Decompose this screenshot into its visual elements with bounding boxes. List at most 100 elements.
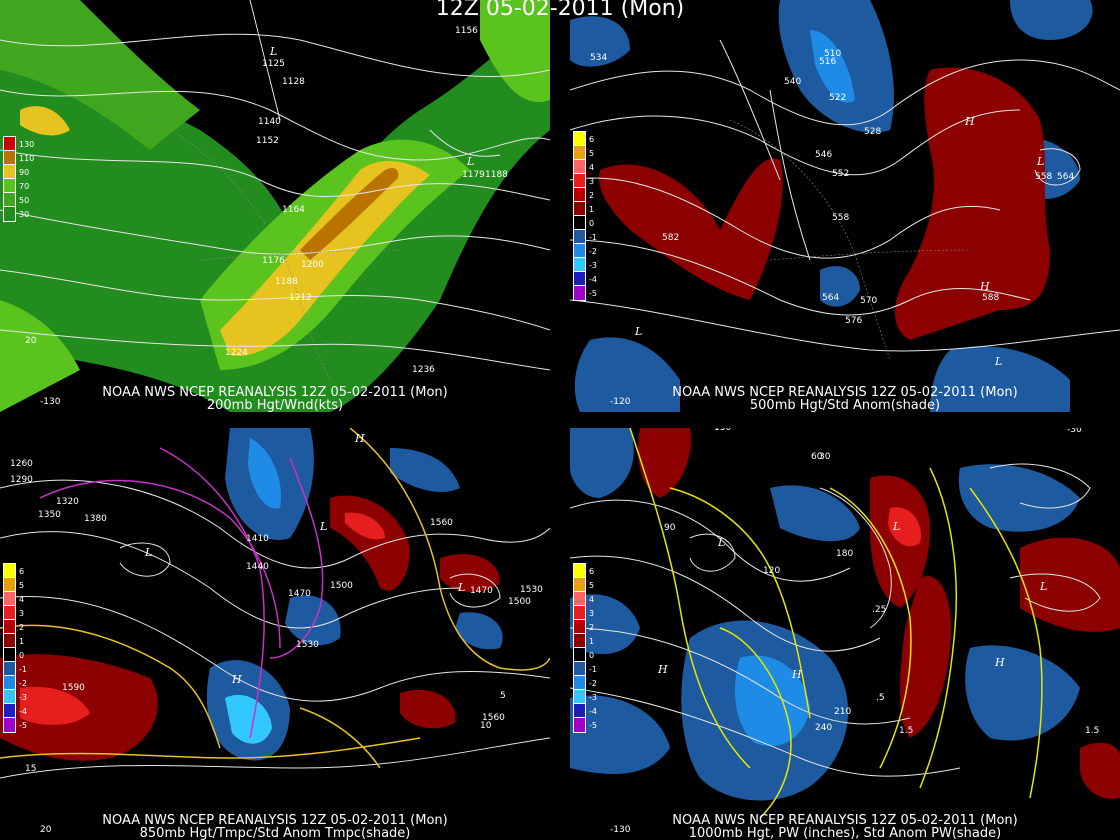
anomaly-legend-500mb: 6 5 4 3 2 1 0 -1 -2 -3 -4 -5 — [573, 131, 613, 301]
svg-text:L: L — [1039, 580, 1047, 593]
contour-label: 1500 — [330, 581, 353, 591]
legend-label: 70 — [19, 181, 30, 191]
contour-label: 1188 — [275, 277, 298, 287]
legend-label: -3 — [19, 692, 27, 702]
contour-label: 1380 — [84, 514, 107, 524]
contour-label: -30 — [1067, 428, 1082, 435]
legend-label: -3 — [589, 260, 597, 270]
legend-label: -5 — [19, 720, 27, 730]
contour-label: 1560 — [482, 713, 505, 723]
legend-entry: 6 — [573, 563, 613, 579]
contour-label: 30 — [819, 452, 831, 462]
legend-label: 1 — [589, 636, 595, 646]
panel-200mb-source: NOAA NWS NCEP REANALYSIS 12Z 05-02-2011 … — [102, 385, 448, 400]
legend-entry: -2 — [3, 675, 43, 691]
grid-label: 15 — [25, 764, 36, 774]
map-1000mb: L H H H L L 150603090120180210240270-301… — [570, 428, 1120, 835]
contour-label: 1530 — [296, 640, 319, 650]
contour-label: 1440 — [246, 562, 269, 572]
legend-entry: 1 — [3, 633, 43, 649]
legend-label: -1 — [19, 664, 27, 674]
legend-entry: -2 — [573, 243, 613, 259]
legend-label: 2 — [19, 622, 25, 632]
contour-label: 1470 — [470, 586, 493, 596]
legend-label: 0 — [589, 650, 595, 660]
legend-label: 5 — [589, 580, 595, 590]
grid-label: -130 — [40, 397, 61, 407]
contour-label: 510 — [824, 49, 841, 59]
legend-label: -1 — [589, 232, 597, 242]
svg-text:L: L — [994, 355, 1002, 368]
legend-entry: 3 — [573, 605, 613, 621]
legend-label: -4 — [589, 274, 597, 284]
legend-label: 90 — [19, 167, 30, 177]
legend-entry: -5 — [573, 285, 613, 301]
legend-entry: 50 — [3, 192, 43, 208]
contour-label: 540 — [784, 77, 801, 87]
legend-label: 6 — [589, 134, 595, 144]
legend-label: 4 — [589, 594, 595, 604]
legend-label: 3 — [589, 176, 595, 186]
legend-entry: 0 — [573, 647, 613, 663]
panel-1000mb-source: NOAA NWS NCEP REANALYSIS 12Z 05-02-2011 … — [672, 813, 1018, 828]
contour-label: .25 — [872, 605, 886, 615]
contour-label: 1470 — [288, 589, 311, 599]
contour-label: 1236 — [412, 365, 435, 375]
legend-swatch — [573, 717, 586, 733]
contour-label: 1179 — [462, 170, 485, 180]
legend-entry: 0 — [3, 647, 43, 663]
legend-label: -2 — [589, 246, 597, 256]
legend-label: -1 — [589, 664, 597, 674]
legend-entry: -4 — [573, 703, 613, 719]
svg-text:H: H — [994, 656, 1005, 669]
grid-label: 20 — [25, 336, 37, 346]
legend-label: -4 — [589, 706, 597, 716]
legend-label: -5 — [589, 288, 597, 298]
legend-entry: -3 — [573, 257, 613, 273]
legend-label: 4 — [19, 594, 25, 604]
contour-label: 1560 — [430, 518, 453, 528]
legend-label: 50 — [19, 195, 30, 205]
svg-text:H: H — [231, 673, 242, 686]
legend-label: 3 — [19, 608, 25, 618]
grid-label: -130 — [610, 825, 631, 835]
contour-label: 546 — [815, 150, 832, 160]
legend-entry: -1 — [573, 229, 613, 245]
grid-label: 5 — [500, 691, 506, 701]
contour-label: 582 — [662, 233, 679, 243]
panel-1000mb: L H H H L L 150603090120180210240270-301… — [570, 428, 1120, 840]
legend-entry: 5 — [573, 145, 613, 161]
legend-entry: -1 — [573, 661, 613, 677]
contour-label: 1260 — [10, 459, 33, 469]
legend-label: 0 — [589, 218, 595, 228]
legend-label: -3 — [589, 692, 597, 702]
legend-entry: 4 — [573, 591, 613, 607]
contour-label: 528 — [864, 127, 881, 137]
legend-entry: 2 — [3, 619, 43, 635]
contour-label: 1590 — [62, 683, 85, 693]
legend-label: 1 — [589, 204, 595, 214]
legend-label: 0 — [19, 650, 25, 660]
legend-label: 30 — [19, 209, 30, 219]
legend-entry: 130 — [3, 136, 43, 152]
anomaly-legend-850mb: 6 5 4 3 2 1 0 -1 -2 -3 -4 -5 — [3, 563, 43, 733]
contour-label: 1.5 — [899, 726, 913, 736]
legend-label: 3 — [589, 608, 595, 618]
contour-label: 1320 — [56, 497, 79, 507]
legend-entry: 3 — [573, 173, 613, 189]
svg-text:L: L — [144, 546, 152, 559]
panel-500mb-source: NOAA NWS NCEP REANALYSIS 12Z 05-02-2011 … — [672, 385, 1018, 400]
svg-text:H: H — [354, 432, 365, 445]
svg-text:H: H — [791, 668, 802, 681]
legend-label: 2 — [589, 190, 595, 200]
contour-label: 1156 — [455, 26, 478, 36]
contour-label: 180 — [836, 549, 853, 559]
legend-label: 4 — [589, 162, 595, 172]
grid-label: -120 — [610, 397, 631, 407]
legend-entry: 6 — [3, 563, 43, 579]
legend-label: -4 — [19, 706, 27, 716]
contour-label: 120 — [763, 566, 780, 576]
legend-entry: 4 — [3, 591, 43, 607]
legend-swatch — [3, 206, 16, 222]
